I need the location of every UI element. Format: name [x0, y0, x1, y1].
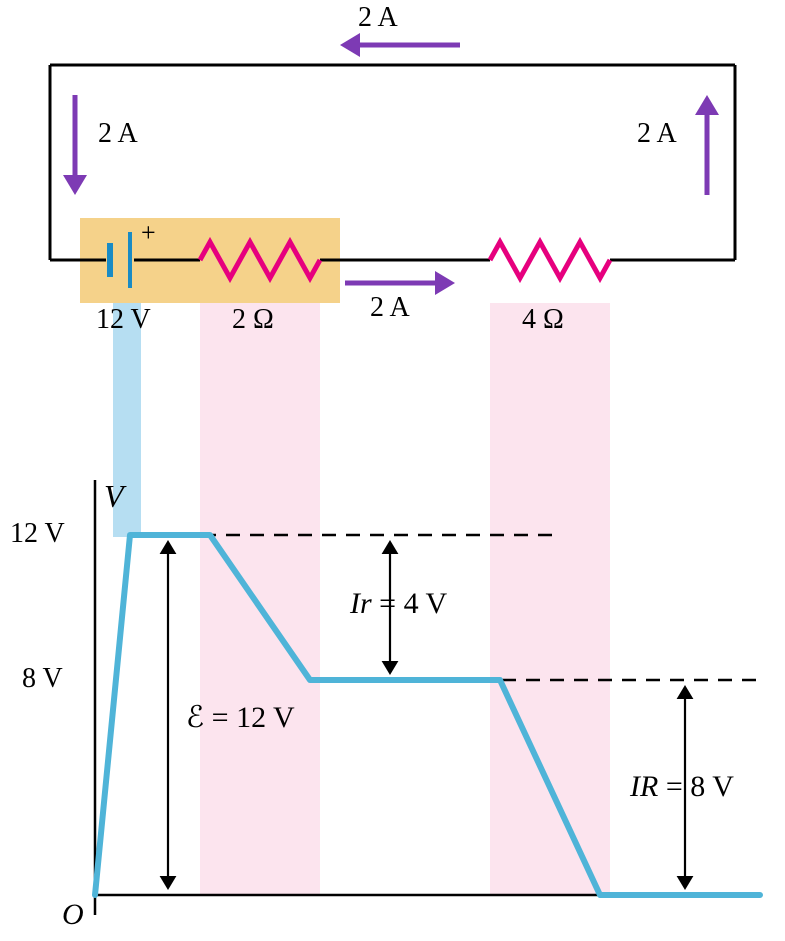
current-label-bottom: 2 A: [370, 292, 410, 324]
resistor1-label: 2 Ω: [232, 304, 274, 336]
origin-label: O: [62, 898, 84, 932]
battery-plus: +: [141, 218, 156, 248]
ir-label: Ir = 4 V: [350, 587, 447, 621]
ir-value: = 4 V: [372, 587, 448, 620]
current-label-left: 2 A: [98, 118, 138, 150]
iR-label: IR = 8 V: [630, 770, 734, 804]
current-label-right: 2 A: [637, 118, 677, 150]
ytick-12: 12 V: [10, 518, 65, 550]
ytick-8: 8 V: [22, 663, 63, 695]
iR-value: = 8 V: [658, 770, 734, 803]
resistor2-label: 4 Ω: [522, 304, 564, 336]
emf-label: ℰ = 12 V: [186, 700, 295, 735]
current-label-top: 2 A: [358, 2, 398, 34]
iR-prefix: IR: [630, 770, 658, 803]
figure-stage: 2 A 2 A 2 A 2 A + 12 V 2 Ω 4 Ω V 12 V 8 …: [0, 0, 785, 941]
ir-prefix: Ir: [350, 587, 372, 620]
battery-label: 12 V: [96, 304, 151, 336]
axis-label-V: V: [104, 478, 124, 515]
